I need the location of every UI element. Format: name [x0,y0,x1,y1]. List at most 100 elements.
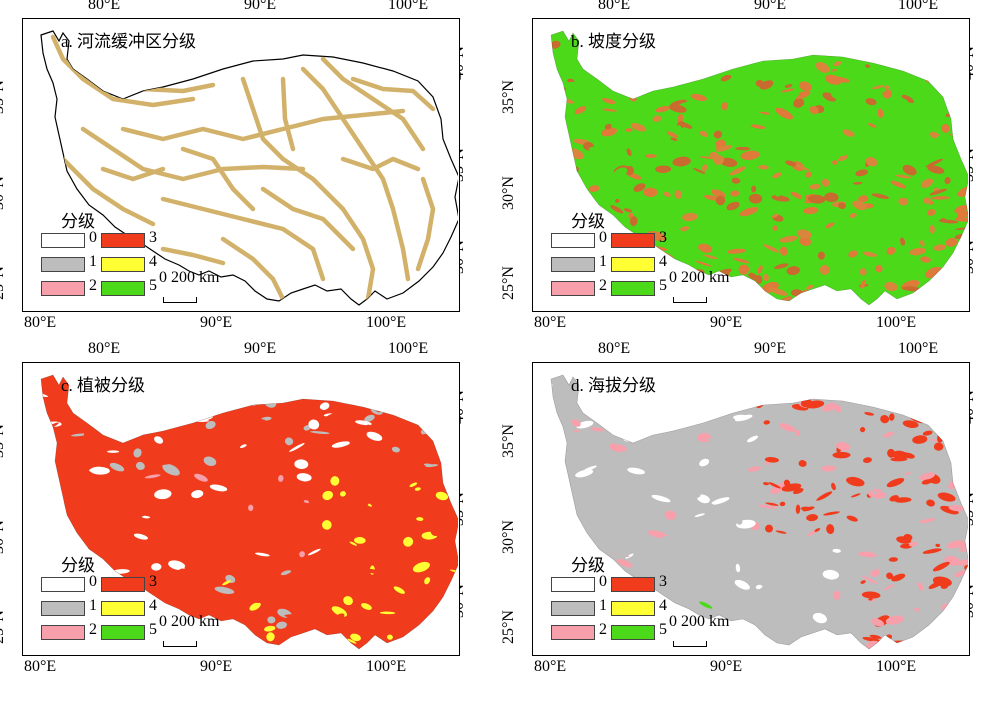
class-patch [82,447,90,455]
map-frame: c. 植被分级 分级 0 1 2 3 4 5 0 200 km [22,362,460,656]
class-patch [769,134,788,145]
class-patch [720,157,738,167]
class-patch [194,409,208,419]
class-patch [708,438,725,444]
class-patch [779,246,788,256]
class-patch [533,198,540,209]
class-patch [914,607,921,612]
class-patch [41,488,42,498]
class-patch [964,288,968,297]
legend-label-2: 2 [599,621,607,638]
class-patch [860,580,866,584]
class-patch [633,183,646,192]
class-patch [715,195,726,206]
legend-label-5: 5 [659,277,667,294]
class-patch [916,305,926,310]
class-patch [23,481,29,484]
class-patch [954,259,966,264]
legend-label-3: 3 [659,573,667,590]
scale-bar [163,297,197,303]
class-patch [224,564,238,574]
class-patch [886,246,896,255]
class-patch [900,51,913,58]
river-buffer-8 [160,196,326,282]
class-patch [956,558,968,566]
class-patch [64,642,69,646]
class-patch [925,158,943,168]
class-patch [872,85,885,90]
class-patch [445,448,458,457]
class-patch [258,477,269,487]
top-lon-label-2: 90°E [754,0,787,13]
top-lon-label-1: 80°E [598,340,631,357]
left-lat-label-3: 25°N [499,266,517,300]
class-patch [660,536,676,546]
class-patch [721,102,729,111]
river-buffer-16 [160,246,226,266]
class-patch [806,552,812,557]
class-patch [334,457,347,468]
class-patch [584,302,592,305]
class-patch [676,460,687,470]
river-buffer-6 [300,66,411,282]
class-patch [932,576,952,587]
class-patch [171,482,190,488]
left-lat-label-2: 30°N [0,176,7,210]
class-patch [612,544,626,555]
river-buffer-13 [260,186,356,252]
class-patch [806,514,819,522]
class-patch [864,412,875,416]
legend-swatch-2 [551,625,595,640]
class-patch [725,61,731,68]
class-patch [871,193,890,199]
class-patch [303,500,310,504]
class-patch [320,376,336,387]
class-patch [551,571,555,575]
class-patch [565,448,579,453]
class-patch [333,613,345,621]
class-patch [162,463,180,476]
class-patch [340,491,346,497]
map-canvas [550,370,968,650]
class-patch [961,442,968,450]
class-patch [46,488,54,493]
class-patch [198,547,217,554]
class-patch [888,389,896,395]
class-patch [168,573,183,577]
class-patch [428,627,442,636]
class-patch [136,481,151,491]
class-patch [645,154,657,158]
class-patch [857,383,875,391]
class-patch [825,222,835,229]
class-patch [252,597,264,604]
class-patch [821,465,837,472]
class-patch [41,456,45,466]
class-patch [308,419,320,430]
class-patch [673,502,687,509]
class-patch [571,647,583,649]
class-patch [625,128,633,132]
class-patch [785,160,797,167]
class-patch [533,292,543,304]
class-patch [361,603,372,610]
class-patch [734,579,750,590]
class-patch [264,453,272,456]
class-patch [711,497,730,505]
class-patch [591,58,608,69]
legend-swatch-2 [41,281,85,296]
class-patch [233,498,243,508]
class-patch [852,200,867,211]
class-patch [94,540,103,546]
plateau-base [41,375,458,649]
class-patch [735,453,749,461]
class-patch [210,494,225,502]
class-patch [919,290,926,297]
class-patch [864,64,871,68]
class-patch [918,370,924,376]
class-patch [93,363,108,371]
class-patch [602,98,616,105]
river-buffer-5 [240,76,376,302]
class-patch [863,270,884,275]
class-patch [191,490,204,499]
class-patch [588,66,598,72]
